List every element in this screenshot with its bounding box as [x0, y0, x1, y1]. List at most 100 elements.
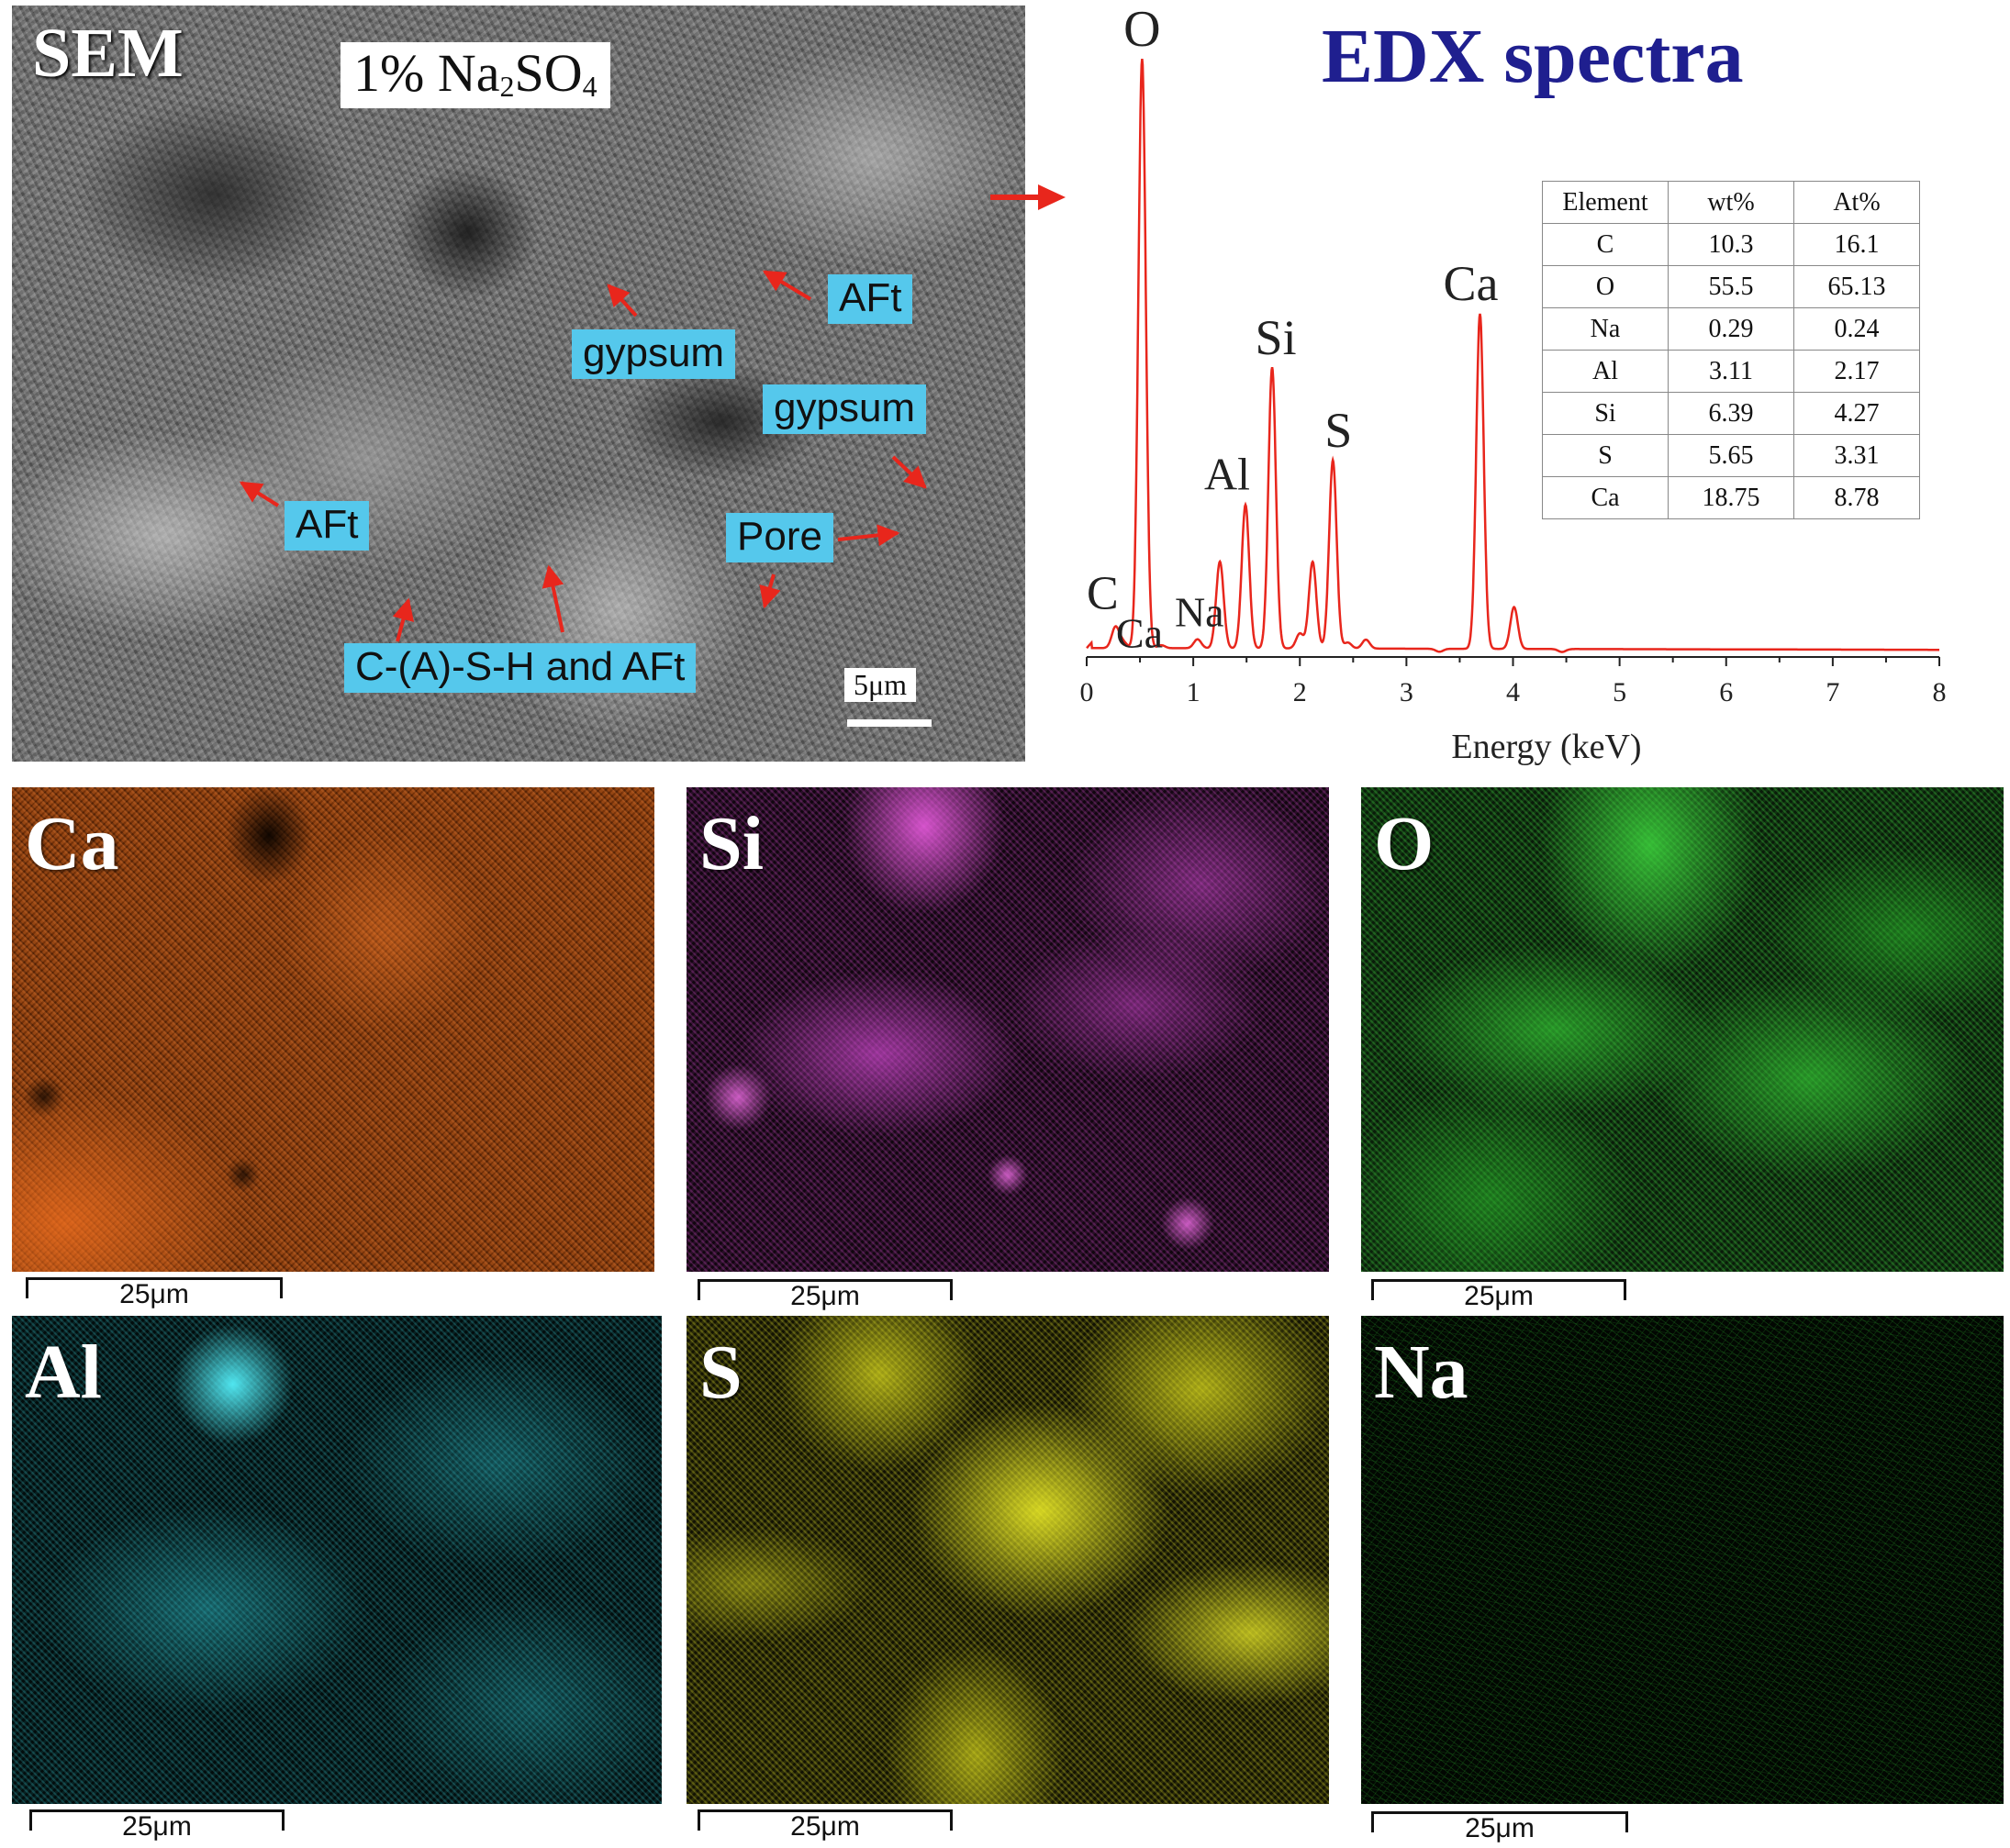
map-ca: Ca: [12, 787, 654, 1272]
sample-label-sub1: 2: [499, 70, 515, 103]
table-cell-at: 3.31: [1793, 434, 1920, 477]
sem-scale-label: 5μm: [844, 668, 917, 702]
edx-x-axis-label: Energy (keV): [1451, 728, 1641, 766]
sem-scale-bar: [847, 719, 932, 727]
map-ca-scale-bar: [26, 1277, 283, 1298]
map-ca-scale-label: 25μm: [119, 1279, 189, 1309]
x-tick-label: 2: [1293, 677, 1307, 707]
table-cell-at: 2.17: [1793, 350, 1920, 393]
map-al-scale-label: 25μm: [122, 1811, 192, 1842]
sem-micrograph: SEM 1% Na2SO4 AFt gypsum gypsum AFt Pore…: [12, 6, 1025, 762]
table-cell-wt: 3.11: [1668, 350, 1794, 393]
table-cell-element: Si: [1542, 392, 1669, 435]
table-header-cell: At%: [1793, 181, 1920, 224]
x-tick-label: 1: [1187, 677, 1200, 707]
map-label: Na: [1374, 1330, 1468, 1415]
x-tick-label: 4: [1506, 677, 1520, 707]
edx-x-axis: 0 1 2 3 4 5 6 7 8: [1080, 656, 1947, 707]
label-gypsum-right: gypsum: [763, 384, 927, 435]
map-na-scale-bar: [1371, 1811, 1628, 1832]
table-header-row: Element wt% At%: [1542, 181, 1920, 224]
table-cell-wt: 10.3: [1668, 223, 1794, 266]
table-cell-at: 4.27: [1793, 392, 1920, 435]
sem-arrow-csh-left: [392, 597, 415, 642]
table-cell-element: Ca: [1542, 476, 1669, 519]
table-cell-at: 16.1: [1793, 223, 1920, 266]
map-si: Si: [687, 787, 1329, 1272]
x-tick-label: 6: [1719, 677, 1733, 707]
table-body: C 10.3 16.1 O 55.5 65.13 Na 0.29 0.24 Al 3.11 2.17 S…: [1542, 223, 1920, 519]
sem-arrow-gypsum-center: [607, 284, 638, 317]
map-s-scale-bar: [698, 1809, 953, 1831]
table-cell-element: Al: [1542, 350, 1669, 393]
sample-label: 1% Na2SO4: [341, 42, 610, 108]
sem-arrow-pore-right: [837, 524, 900, 547]
map-al: Al: [12, 1316, 662, 1804]
sample-label-prefix: 1% Na: [353, 43, 500, 103]
table-row: S 5.65 3.31: [1542, 434, 1920, 477]
table-cell-element: Na: [1542, 307, 1669, 351]
sem-title: SEM: [32, 15, 184, 92]
table-row: Si 6.39 4.27: [1542, 392, 1920, 435]
label-pore: Pore: [726, 513, 833, 563]
table-header-cell: Element: [1542, 181, 1669, 224]
peak-label-c: C: [1087, 567, 1119, 619]
label-csh-aft: C-(A)-S-H and AFt: [344, 643, 697, 694]
edx-title: EDX spectra: [1322, 14, 1744, 99]
map-s: S: [687, 1316, 1329, 1804]
table-row: Ca 18.75 8.78: [1542, 476, 1920, 519]
label-aft-left: AFt: [285, 501, 370, 551]
sem-arrow-aft-left: [239, 481, 280, 507]
composition-table: Element wt% At% C 10.3 16.1 O 55.5 65.13 Na 0.2…: [1542, 181, 1920, 519]
label-aft-top: AFt: [828, 274, 913, 325]
peak-label-al: Al: [1204, 449, 1250, 500]
map-o-scale-bar: [1371, 1279, 1626, 1300]
sem-arrow-aft-top: [762, 270, 812, 301]
sem-arrow-gypsum-right: [891, 455, 927, 489]
table-cell-wt: 0.29: [1668, 307, 1794, 351]
map-na-scale-label: 25μm: [1465, 1813, 1535, 1843]
peak-label-s: S: [1324, 403, 1352, 458]
map-s-scale-label: 25μm: [790, 1811, 860, 1842]
table-row: C 10.3 16.1: [1542, 223, 1920, 266]
table-cell-element: C: [1542, 223, 1669, 266]
map-o: O: [1361, 787, 2004, 1272]
x-tick-label: 0: [1080, 677, 1094, 707]
table-cell-element: O: [1542, 265, 1669, 308]
sem-arrow-csh-right: [542, 564, 564, 633]
sem-arrow-layer: [239, 270, 927, 642]
table-cell-at: 65.13: [1793, 265, 1920, 308]
panel-link-arrow: [990, 184, 1066, 210]
table-row: Na 0.29 0.24: [1542, 307, 1920, 351]
map-o-scale-label: 25μm: [1464, 1281, 1534, 1311]
table-row: Al 3.11 2.17: [1542, 350, 1920, 393]
x-tick-label: 8: [1933, 677, 1947, 707]
table-cell-wt: 5.65: [1668, 434, 1794, 477]
peak-label-si: Si: [1256, 310, 1297, 365]
table-cell-element: S: [1542, 434, 1669, 477]
map-si-scale-bar: [698, 1279, 953, 1300]
map-label: O: [1374, 801, 1435, 886]
sem-arrow-pore-down: [759, 573, 781, 609]
table-header-cell: wt%: [1668, 181, 1794, 224]
map-label: Si: [699, 801, 765, 886]
peak-label-na: Na: [1175, 588, 1224, 635]
table-cell-at: 0.24: [1793, 307, 1920, 351]
label-gypsum-center: gypsum: [572, 329, 736, 380]
map-label: Al: [25, 1330, 102, 1415]
x-tick-label: 5: [1613, 677, 1626, 707]
edx-spectrum-line: [1086, 58, 1939, 653]
table-cell-wt: 55.5: [1668, 265, 1794, 308]
table-cell-wt: 6.39: [1668, 392, 1794, 435]
peak-label-ca: Ca: [1444, 256, 1499, 311]
map-label: S: [699, 1330, 743, 1415]
table-cell-at: 8.78: [1793, 476, 1920, 519]
sample-label-sub2: 4: [582, 70, 597, 103]
peak-label-ca: Ca: [1116, 610, 1163, 657]
table-row: O 55.5 65.13: [1542, 265, 1920, 308]
x-tick-label: 7: [1826, 677, 1839, 707]
peak-label-o: O: [1123, 1, 1160, 58]
map-label: Ca: [25, 801, 119, 886]
sample-label-mid: SO: [514, 43, 583, 103]
